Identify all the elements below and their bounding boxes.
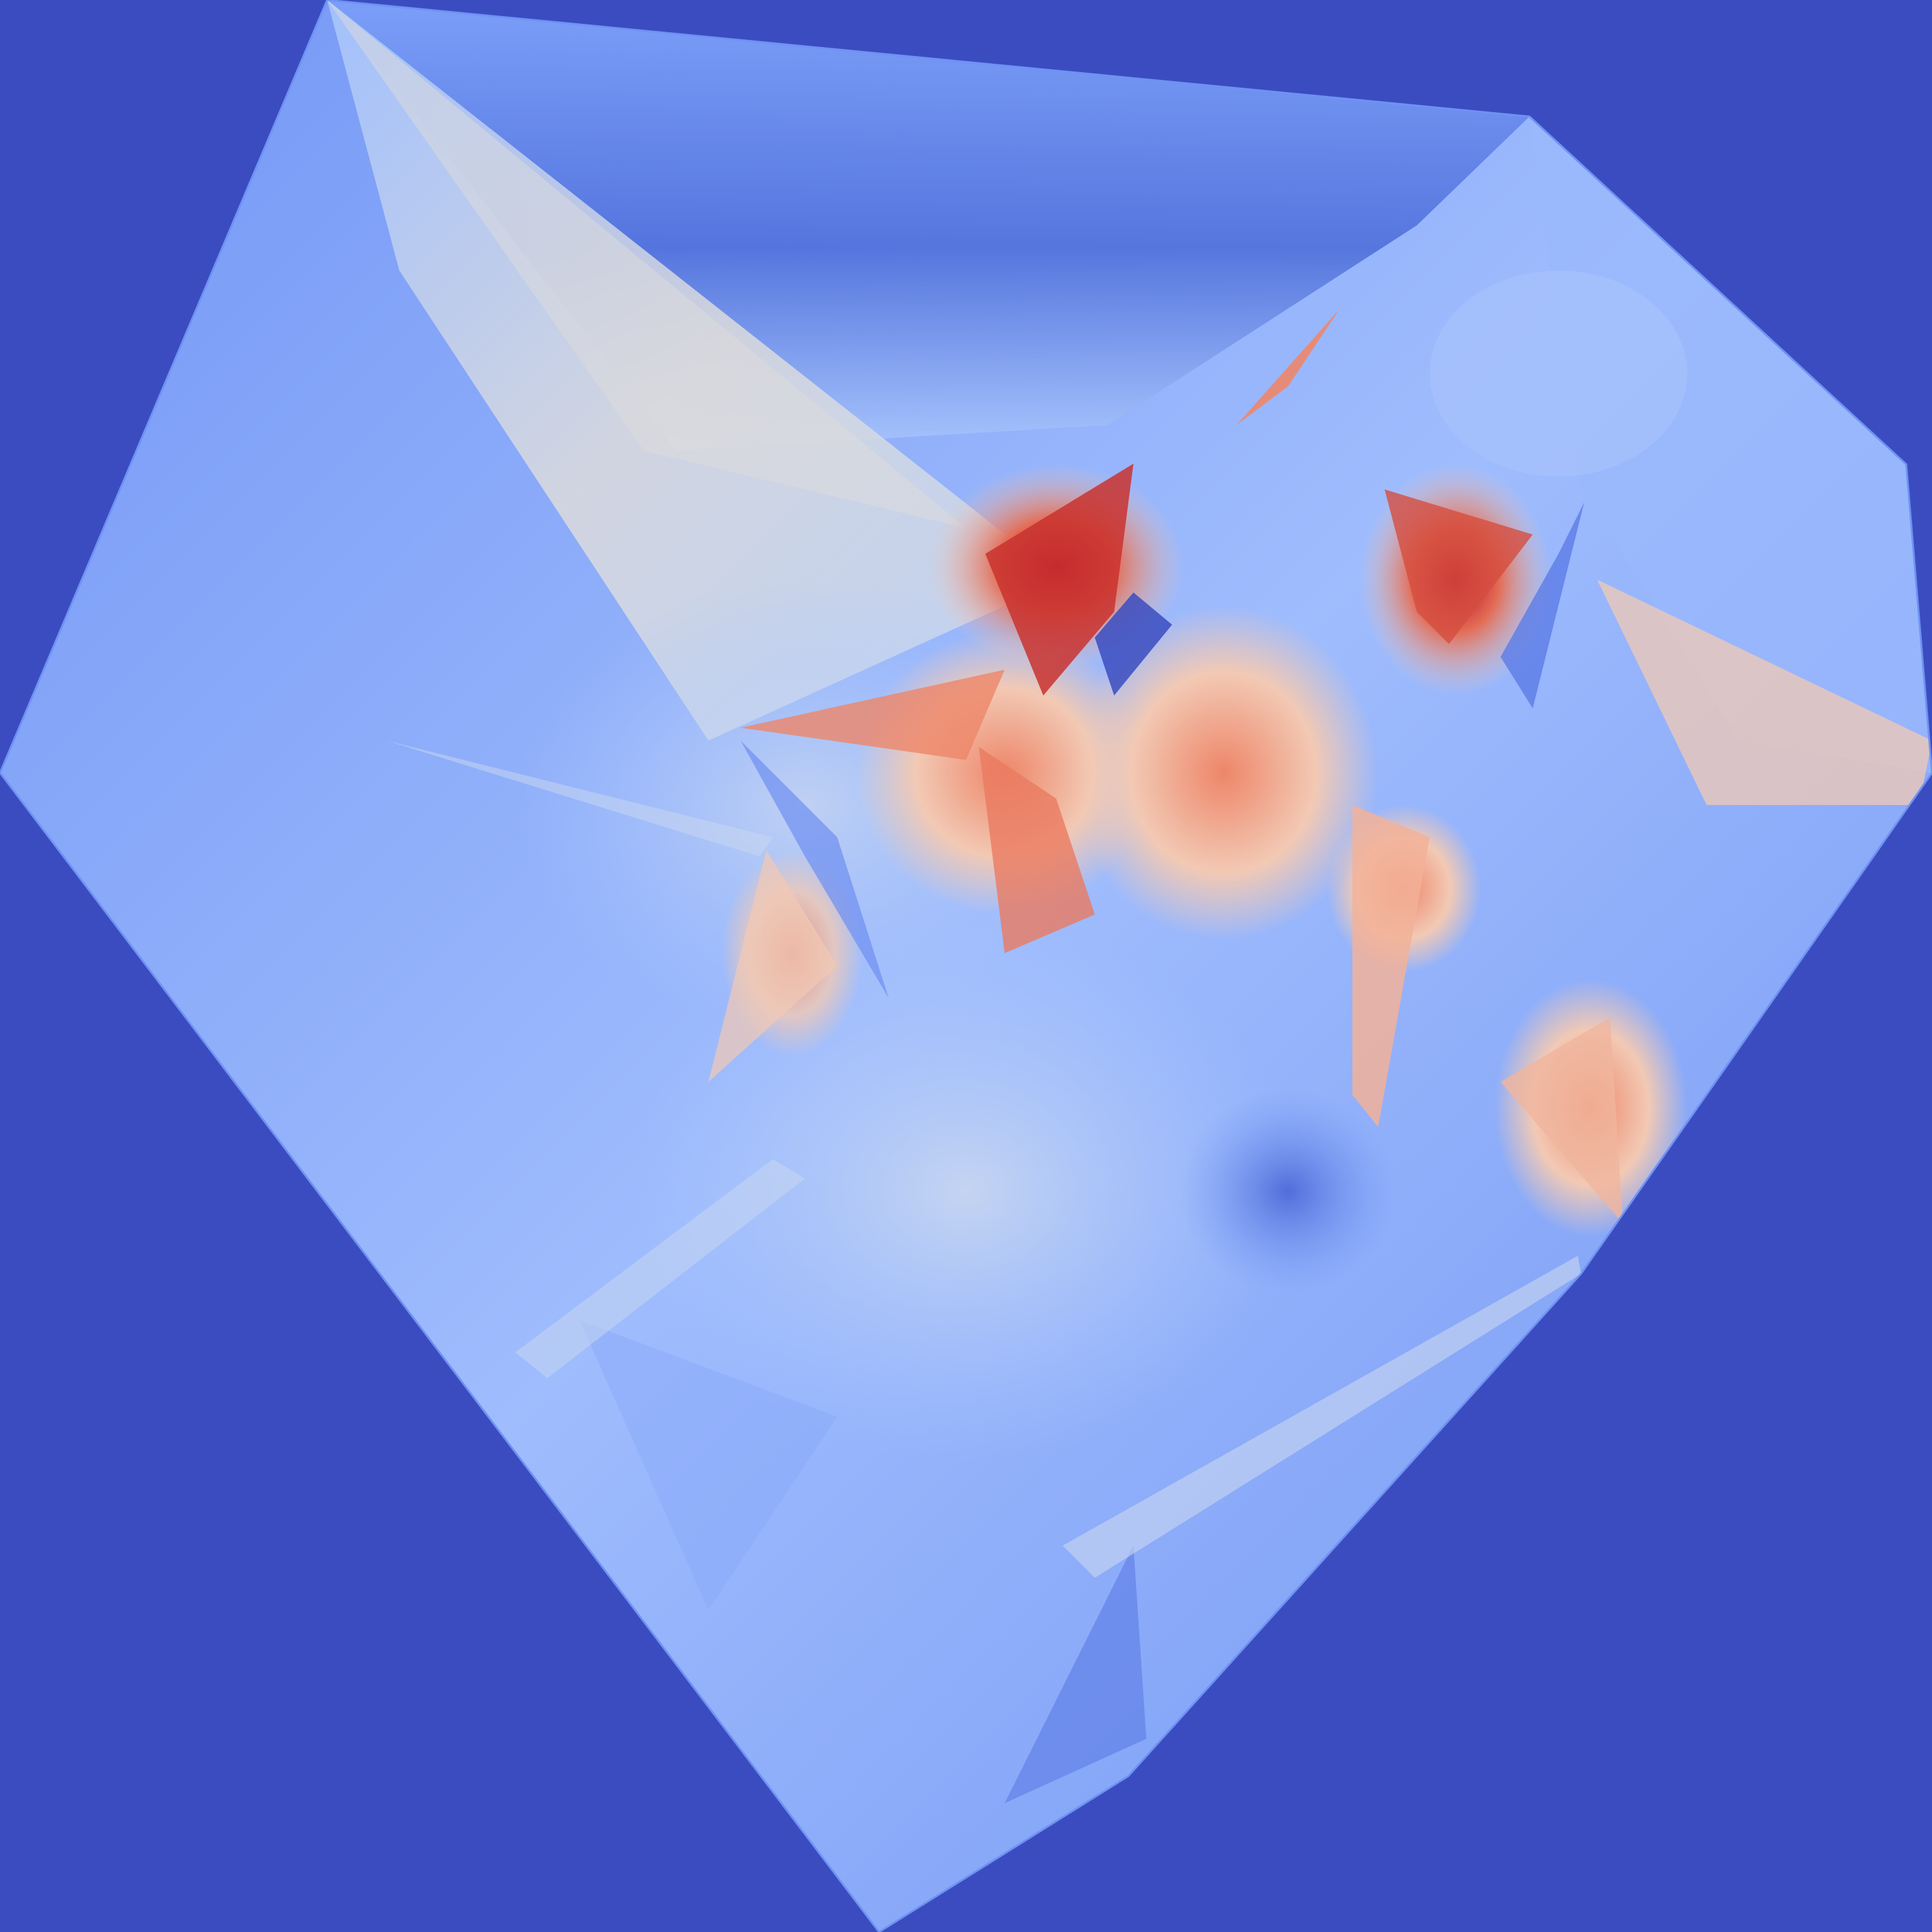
mesh-surface[interactable] — [0, 0, 1932, 1932]
mesh-canvas[interactable] — [0, 0, 1932, 1932]
mesh-boundary — [0, 0, 1932, 1932]
render-viewport[interactable] — [0, 0, 1932, 1932]
